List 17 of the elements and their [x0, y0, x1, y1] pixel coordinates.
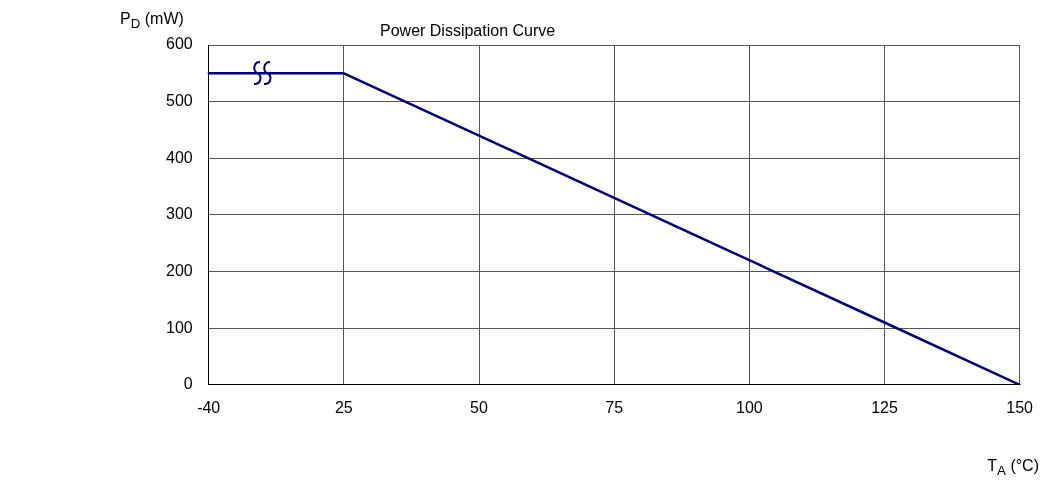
y-tick-label: 0: [183, 375, 193, 393]
x-axis-title: T$_{A}$ (°C): [987, 457, 1039, 479]
y-axis-title: P$_{D}$ (mW): [120, 10, 184, 32]
x-tick-label: 50: [470, 398, 489, 416]
x-tick-label: 100: [735, 398, 763, 416]
x-tick-label: 125: [871, 398, 898, 416]
chart-title: Power Dissipation Curve: [380, 22, 556, 40]
y-tick-label: 400: [165, 148, 193, 166]
y-tick-label: 600: [165, 35, 193, 53]
x-tick-label: 25: [334, 398, 353, 416]
y-tick-label: 300: [165, 205, 193, 223]
y-tick-label: 500: [165, 92, 193, 110]
y-tick-label: 200: [165, 261, 193, 279]
x-tick-label: 75: [605, 398, 624, 416]
y-tick-label: 100: [165, 318, 193, 336]
x-tick-label: 150: [1006, 398, 1034, 416]
x-tick-label: -40: [197, 398, 221, 416]
